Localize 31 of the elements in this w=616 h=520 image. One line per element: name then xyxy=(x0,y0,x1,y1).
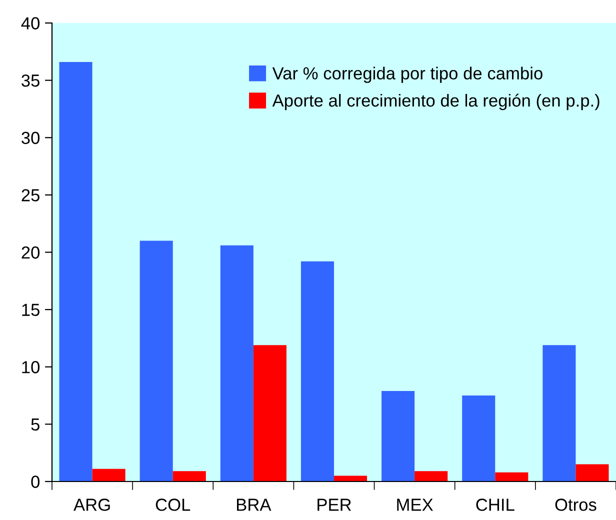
x-tick-label: PER xyxy=(318,498,352,511)
bar xyxy=(576,464,609,482)
bar xyxy=(300,261,334,482)
bar xyxy=(140,240,173,482)
x-tick-label: MEX xyxy=(397,498,434,511)
y-tick-label: 5 xyxy=(31,418,40,431)
x-tick-label: ARG xyxy=(74,498,110,511)
bar xyxy=(253,345,286,482)
bar xyxy=(92,468,126,482)
y-tick-label: 35 xyxy=(22,74,40,87)
bar xyxy=(220,245,254,482)
bar xyxy=(495,472,528,482)
y-tick-label: 25 xyxy=(22,189,40,202)
bar xyxy=(542,345,576,482)
y-tick-label: 15 xyxy=(22,304,40,316)
x-tick-label: Otros xyxy=(555,498,596,511)
legend-label: Aporte al crecimiento de la región (en p.p.) xyxy=(272,94,600,110)
y-tick-label: 0 xyxy=(31,476,40,488)
y-tick-label: 40 xyxy=(21,17,40,30)
bar xyxy=(462,396,496,482)
x-tick-label: COL xyxy=(156,498,190,511)
legend-label: Var % corregida por tipo de cambio xyxy=(272,66,542,83)
y-tick-label: 20 xyxy=(22,246,40,259)
bar xyxy=(172,471,206,482)
x-tick-label: CHIL xyxy=(476,498,514,511)
bar xyxy=(382,390,415,482)
y-tick-label: 10 xyxy=(22,361,40,374)
bar xyxy=(59,62,92,482)
y-tick-label: 30 xyxy=(22,132,40,144)
x-tick-label: BRA xyxy=(237,498,272,511)
bar xyxy=(414,471,448,482)
